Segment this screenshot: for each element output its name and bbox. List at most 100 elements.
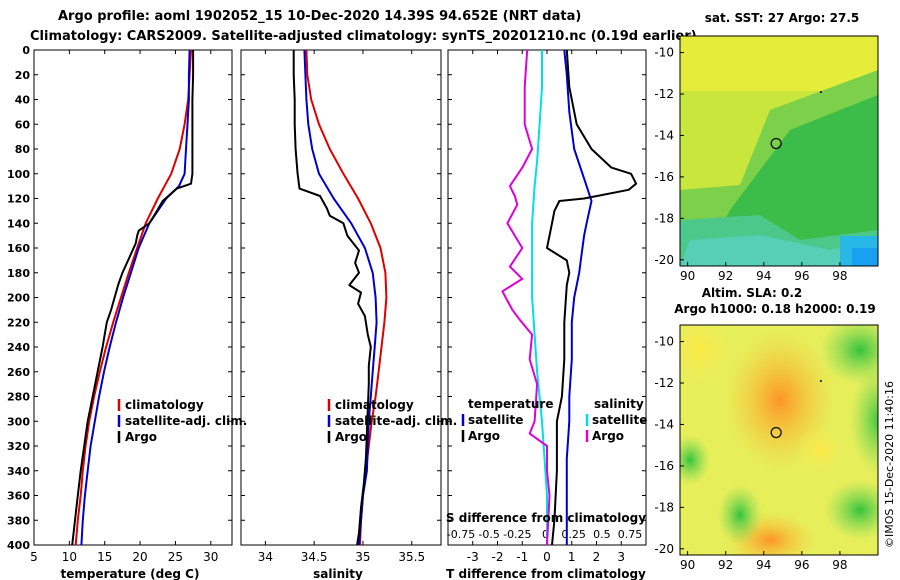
- top-axis-tick-label: -0.25: [503, 528, 531, 541]
- y-tick-label: 320: [7, 440, 30, 453]
- y-tick-label: 20: [15, 69, 31, 82]
- map-x-tick-label: 94: [756, 558, 771, 572]
- legend-satellite-label: satellite-adj. clim.: [125, 414, 247, 428]
- y-tick-label: 200: [7, 292, 30, 305]
- x-tick-label: 34.5: [301, 550, 328, 564]
- y-tick-label: 360: [7, 490, 30, 503]
- sst-map-title: sat. SST: 27 Argo: 27.5: [705, 11, 859, 25]
- map-y-tick-label: -20: [654, 542, 674, 556]
- y-tick-label: 340: [7, 465, 30, 478]
- temperature-plot-frame: [33, 49, 233, 546]
- y-tick-label: 400: [7, 539, 30, 552]
- legend-sal-satellite-label: satellite: [592, 413, 647, 427]
- difference-plot: -3 -2 -1 0 1 2 3 -0.75 -0.5 -0.25 0 0.25 0.5 0.75: [447, 49, 646, 564]
- y-tick-label: 60: [15, 118, 31, 131]
- top-axis-tick-label: 0: [542, 528, 549, 541]
- y-tick-label: 0: [22, 44, 30, 57]
- y-tick-label: 120: [7, 193, 30, 206]
- x-tick-label: 25: [168, 550, 183, 564]
- figure-title-line1: Argo profile: aoml 1902052_15 10-Dec-202…: [58, 9, 581, 24]
- map-y-tick-label: -10: [654, 46, 674, 60]
- map-y-tick-label: -12: [654, 87, 674, 101]
- x-tick-label: 10: [62, 550, 77, 564]
- map-x-tick-label: 92: [718, 558, 733, 572]
- y-tick-label: 100: [7, 168, 30, 181]
- sla-map-axes: 90 92 94 96 98 -10 -12 -14 -16 -18 -20: [654, 335, 847, 572]
- series-climatology: [305, 49, 388, 546]
- sst-map-axes: 90 92 94 96 98 -10 -12 -14 -16 -18 -20: [654, 46, 847, 283]
- top-axis-tick-label: -0.5: [478, 528, 499, 541]
- y-tick-label: 380: [7, 514, 30, 527]
- x-tick-label: -1: [516, 550, 528, 564]
- top-axis-tick-label: 0.5: [593, 528, 611, 541]
- sla-map-image: [680, 325, 878, 555]
- y-tick-label: 300: [7, 415, 30, 428]
- y-tick-label: 220: [7, 316, 30, 329]
- x-tick-label: 30: [203, 550, 218, 564]
- x-tick-label: 34: [258, 550, 273, 564]
- x-tick-label: 5: [30, 550, 38, 564]
- map-x-tick-label: 96: [794, 558, 809, 572]
- map-y-tick-label: -10: [654, 335, 674, 349]
- legend-argo-label: Argo: [125, 430, 157, 444]
- x-tick-label: 3: [617, 550, 625, 564]
- map-y-tick-label: -16: [654, 170, 674, 184]
- top-axis-tick-label: 0.75: [618, 528, 643, 541]
- x-tick-label: -2: [492, 550, 504, 564]
- series-satellite-adj-clim: [80, 49, 191, 546]
- salinity-legend: climatology satellite-adj. clim. Argo: [327, 398, 457, 444]
- sst-map-image: [680, 36, 878, 266]
- series-argo: [292, 50, 372, 546]
- x-tick-label: 1: [568, 550, 576, 564]
- map-y-tick-label: -20: [654, 253, 674, 267]
- legend-salinity-title: salinity: [594, 397, 644, 411]
- x-tick-label: 35.5: [398, 550, 425, 564]
- series-argo: [71, 50, 195, 546]
- temperature-x-axis-label: temperature (deg C): [61, 567, 200, 580]
- argo-position-marker: [770, 426, 782, 439]
- figure-title-line2: Climatology: CARS2009. Satellite-adjuste…: [30, 29, 697, 44]
- difference-top-axis-label: S difference from climatology: [446, 511, 646, 525]
- map-y-tick-label: -16: [654, 459, 674, 473]
- series-temperature-argo: [546, 49, 638, 546]
- legend-argo-label: Argo: [335, 430, 367, 444]
- sla-map-subtitle: Argo h1000: 0.18 h2000: 0.19: [674, 302, 875, 316]
- legend-climatology-label: climatology: [335, 398, 414, 412]
- x-tick-label: 20: [132, 550, 147, 564]
- salinity-plot: 34 34.5 35 35.5: [241, 49, 441, 564]
- series-temperature-satellite: [563, 49, 593, 545]
- y-tick-label: 240: [7, 341, 30, 354]
- map-y-tick-label: -18: [654, 211, 674, 225]
- map-y-tick-label: -14: [654, 128, 674, 142]
- series-salinity-argo: [501, 49, 551, 546]
- top-axis-tick-label: 0.25: [561, 528, 586, 541]
- map-x-tick-label: 98: [832, 269, 847, 283]
- x-tick-label: 35: [355, 550, 370, 564]
- series-satellite-adj-clim: [303, 49, 378, 546]
- legend-temp-argo-label: Argo: [468, 429, 500, 443]
- y-tick-label: 80: [15, 143, 31, 156]
- map-y-tick-label: -18: [654, 500, 674, 514]
- island-marker: [819, 379, 822, 382]
- y-tick-label: 40: [15, 94, 31, 107]
- salinity-plot-frame: [240, 49, 442, 546]
- y-tick-label: 260: [7, 366, 30, 379]
- argo-position-marker: [770, 137, 782, 150]
- y-tick-label: 280: [7, 391, 30, 404]
- map-x-tick-label: 92: [718, 269, 733, 283]
- temperature-legend: climatology satellite-adj. clim. Argo: [117, 398, 247, 444]
- legend-satellite-label: satellite-adj. clim.: [335, 414, 457, 428]
- sla-map-title: Altim. SLA: 0.2: [702, 286, 803, 300]
- x-tick-label: 2: [593, 550, 601, 564]
- x-tick-label: 0: [543, 550, 551, 564]
- series-salinity-satellite: [531, 50, 548, 545]
- island-marker: [819, 90, 822, 93]
- sst-map-frame: [679, 35, 879, 267]
- salinity-x-axis-label: salinity: [313, 567, 363, 580]
- x-tick-label: 15: [97, 550, 112, 564]
- map-y-tick-label: -12: [654, 376, 674, 390]
- map-x-tick-label: 90: [680, 558, 695, 572]
- y-tick-label: 180: [7, 267, 30, 280]
- legend-temperature-title: temperature: [468, 397, 553, 411]
